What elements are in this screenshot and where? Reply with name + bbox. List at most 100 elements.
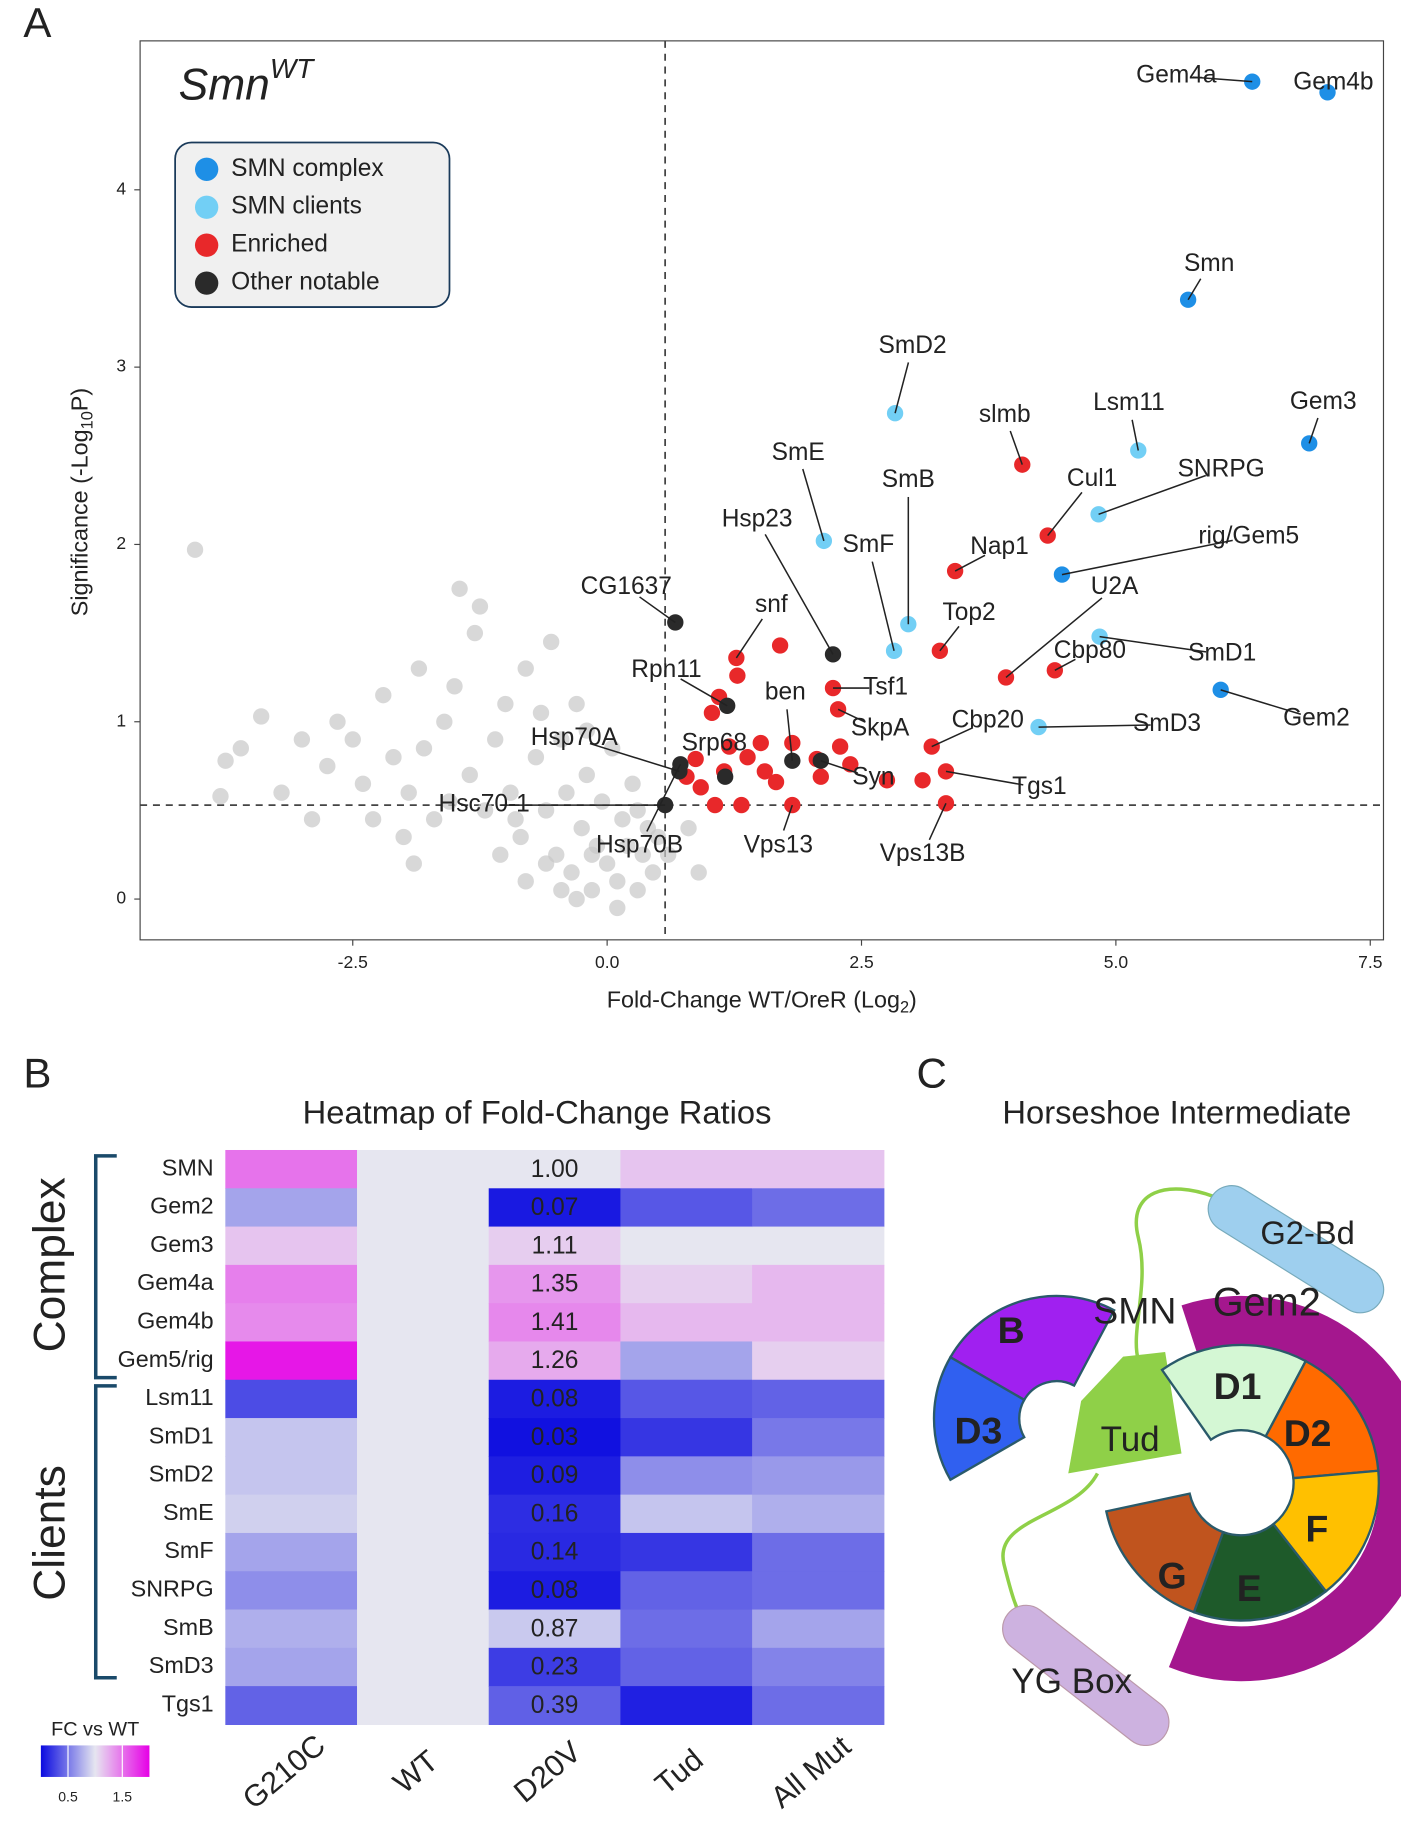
point-label: Srp68: [682, 729, 747, 756]
background-point: [517, 660, 534, 677]
heatmap-cell: [357, 1686, 490, 1725]
point: [1090, 506, 1107, 523]
point: [716, 768, 734, 785]
row-label: Tgs1: [162, 1690, 214, 1716]
leader-line: [1038, 724, 1151, 728]
leader-line: [894, 362, 910, 414]
background-point: [502, 784, 519, 801]
chart-title: SmnWT: [179, 54, 316, 110]
background-point: [461, 766, 478, 784]
background-point: [217, 752, 234, 769]
point-label: SNRPG: [1178, 455, 1265, 482]
sm-ring-segment: [1160, 1343, 1308, 1442]
heatmap-cell: [225, 1149, 358, 1189]
background-point: [537, 855, 555, 872]
point: [923, 738, 940, 755]
diagram-label: YG Box: [1011, 1662, 1132, 1701]
leader-line: [639, 596, 676, 624]
x-tick-label: 0.0: [595, 952, 620, 972]
group-bracket: [93, 1154, 117, 1380]
background-point: [563, 864, 580, 881]
background-point: [680, 819, 697, 837]
row-label: Gem2: [150, 1193, 214, 1219]
background-point: [354, 775, 372, 792]
y-tick-label: 2: [116, 533, 126, 553]
sm-ring-segment: [1271, 1469, 1380, 1593]
background-point: [405, 855, 422, 872]
background-point: [553, 731, 570, 748]
leader-line: [786, 709, 794, 761]
heatmap-cell: [357, 1303, 490, 1343]
leader-line: [954, 554, 986, 572]
diagram-label: G2-Bd: [1260, 1214, 1354, 1251]
background-point: [583, 882, 601, 899]
panel-label: A: [23, 0, 51, 46]
background-point: [186, 541, 204, 558]
background-point: [425, 811, 443, 828]
heatmap-cell: [225, 1264, 358, 1304]
colorbar: [40, 1745, 150, 1777]
background-point: [593, 793, 611, 810]
row-label: Lsm11: [145, 1384, 213, 1410]
group-bracket: [93, 1384, 117, 1680]
x-tick-label: 7.5: [1358, 952, 1382, 972]
diagram-label: F: [1306, 1508, 1329, 1550]
background-point: [319, 757, 336, 775]
leader-line: [871, 561, 895, 652]
leader-line: [1054, 658, 1076, 672]
heatmap-cell: [357, 1341, 490, 1381]
point-label: SmD3: [1133, 710, 1201, 737]
point: [756, 763, 774, 780]
cell-label: 0.03: [531, 1424, 579, 1451]
heatmap-cell: [488, 1379, 621, 1419]
group-label: Complex: [25, 1177, 74, 1352]
point: [878, 772, 896, 789]
group-label: Clients: [25, 1465, 74, 1601]
leader-line: [735, 618, 763, 659]
point-label: Gem4a: [1136, 61, 1217, 88]
heatmap-cell: [357, 1418, 490, 1457]
heatmap-cell: [752, 1379, 885, 1419]
leader-line: [928, 803, 947, 841]
heatmap-cell: [752, 1532, 885, 1572]
leader-line: [1187, 278, 1202, 301]
heatmap-cell: [752, 1226, 885, 1266]
background-point: [293, 731, 311, 748]
text-part: WT: [270, 54, 315, 85]
point-label: Gem2: [1283, 704, 1350, 731]
legend-label: SMN complex: [231, 155, 383, 182]
point-label: Hsc70-1: [439, 791, 530, 818]
heatmap-cell: [620, 1341, 753, 1381]
background-point: [507, 811, 524, 828]
row-label: Gem5/rig: [118, 1346, 214, 1372]
background-point: [634, 846, 651, 863]
background-point: [578, 766, 595, 784]
background-point: [573, 819, 590, 837]
heatmap-cell: [225, 1379, 358, 1419]
legend-label: SMN clients: [231, 193, 362, 220]
heatmap-cell: [357, 1456, 490, 1496]
heatmap-cell: [752, 1609, 885, 1649]
background-point: [441, 793, 458, 810]
heatmap-cell: [225, 1686, 358, 1725]
heatmap-cell: [488, 1341, 621, 1381]
heatmap-cell: [357, 1532, 490, 1572]
legend-marker: [194, 271, 219, 295]
heatmap-cell: [225, 1303, 358, 1343]
heatmap-cell: [488, 1609, 621, 1649]
leader-line: [1220, 689, 1302, 715]
heatmap-cell: [752, 1456, 885, 1496]
point-label: Lsm11: [1093, 389, 1165, 416]
point-label: Top2: [942, 599, 995, 626]
background-point: [629, 802, 646, 819]
heatmap-cell: [620, 1609, 753, 1649]
heatmap-cell: [752, 1303, 885, 1343]
background-point: [446, 678, 463, 695]
point: [721, 738, 738, 755]
point: [692, 779, 709, 796]
background-point: [497, 695, 514, 713]
point-label: Cul1: [1067, 465, 1117, 492]
heatmap-cell: [357, 1609, 490, 1649]
background-point: [395, 828, 412, 846]
